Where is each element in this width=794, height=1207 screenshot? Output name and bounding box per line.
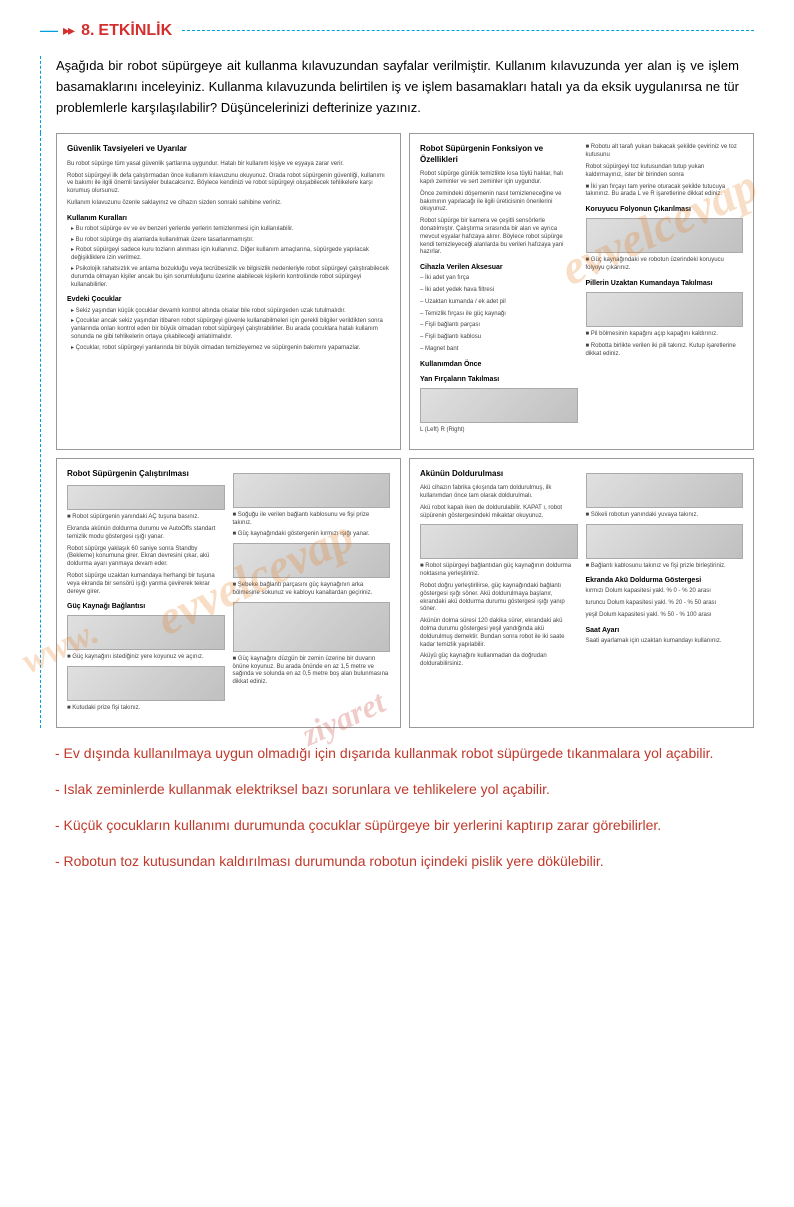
page3-r1: ■ Soğuğu ile verilen bağlantı kablosunu … (233, 512, 391, 528)
page2-a6: – Fişli bağlantı kablosu (420, 334, 578, 342)
page4-h2: Ekranda Akü Doldurma Göstergesi (586, 576, 744, 585)
page4-h3: Saat Ayarı (586, 626, 744, 635)
cable-image-2 (233, 543, 391, 578)
socket-image-2 (586, 524, 744, 559)
page4-p7: Saati ayarlamak için uzaktan kumandayı k… (586, 638, 744, 646)
header-line (182, 30, 754, 31)
page2-r1: ■ Robotu alt tarafı yukarı bakacak şekil… (586, 144, 744, 160)
page2-p2: Önce zemindeki döşemenin nasıl temizlene… (420, 191, 578, 214)
page1-b2: ▸ Bu robot süpürge dış alanlarda kullanı… (71, 237, 390, 245)
activity-number: 8. (81, 22, 94, 40)
page2-h4: Yan Fırçaların Takılması (420, 375, 578, 384)
page3-p5: ■ Güç kaynağını istediğiniz yere koyunuz… (67, 654, 225, 662)
placement-image (233, 602, 391, 652)
manual-page-3: Robot Süpürgenin Çalıştırılması ■ Robot … (56, 458, 401, 728)
page3-p2: Ekranda akünün doldurma durumu ve AutoOf… (67, 526, 225, 542)
page2-h6: Pillerin Uzaktan Kumandaya Takılması (586, 279, 744, 288)
header-arrows-icon: ▸▸ (63, 22, 73, 39)
answer-3: - Küçük çocukların kullanımı durumunda ç… (55, 815, 754, 836)
page2-r6: ■ Robotta birlikte verilen iki pili takı… (586, 343, 744, 359)
page3-p4: Robot süpürge uzaktan kumandaya herhangi… (67, 573, 225, 596)
page3-p1: ■ Robot süpürgenin yanındaki AÇ tuşuna b… (67, 514, 225, 522)
charge-image-1 (420, 524, 578, 559)
page2-a5: – Fişli bağlantı parçası (420, 322, 578, 330)
manual-pages-row-1: Güvenlik Tavsiyeleri ve Uyarılar Bu robo… (56, 133, 754, 449)
page1-h2: Kullanım Kuralları (67, 214, 390, 223)
page1-title: Güvenlik Tavsiyeleri ve Uyarılar (67, 144, 390, 154)
page4-p4: Robot doğru yerleştirilirse, güç kaynağı… (420, 583, 578, 614)
page1-b6: ▸ Çocuklar ancak sekiz yaşından itibaren… (71, 318, 390, 341)
foil-image (586, 218, 744, 253)
page1-b5: ▸ Sekiz yaşından küçük çocuklar devamlı … (71, 308, 390, 316)
page2-h5: Koruyucu Folyonun Çıkarılması (586, 205, 744, 214)
manual-page-1: Güvenlik Tavsiyeleri ve Uyarılar Bu robo… (56, 133, 401, 449)
page4-r2: ■ Bağlantı kablosunu takınız ve fişi pri… (586, 563, 744, 571)
answer-1: - Ev dışında kullanılmaya uygun olmadığı… (55, 743, 754, 764)
page2-a7: – Magnet bant (420, 346, 578, 354)
manual-page-4: Akünün Doldurulması Akü cihazın fabrika … (409, 458, 754, 728)
page1-b4: ▸ Psikolojik rahatsızlık ve anlama bozuk… (71, 266, 390, 289)
page2-a1: – İki adet yan fırça (420, 275, 578, 283)
page3-p3: Robot süpürge yaklaşık 60 saniye sonra S… (67, 546, 225, 569)
power-image-1 (67, 615, 225, 650)
robot-on-image (67, 485, 225, 510)
page3-r2: ■ Güç kaynağındaki göstergenin kırmızı ı… (233, 531, 391, 539)
brush-image (420, 388, 578, 423)
page3-p6: ■ Kutudaki prize fişi takınız. (67, 705, 225, 713)
page2-p3: Robot süpürge bir kamera ve çeşitli sens… (420, 218, 578, 257)
activity-title: ETKİNLİK (98, 22, 172, 40)
page4-title: Akünün Doldurulması (420, 469, 578, 479)
page1-p2: Robot süpürgeyi ilk defa çalıştırmadan ö… (67, 173, 390, 196)
page2-p1: Robot süpürge günlük temizlikte kısa tüy… (420, 171, 578, 187)
power-image-2 (67, 666, 225, 701)
page2-a4: – Temizlik fırçası ile güç kaynağı (420, 311, 578, 319)
page4-p2: Akü robot kapalı iken de doldurulabilir.… (420, 505, 578, 521)
page1-b3: ▸ Robot süpürgeyi sadece kuru tozların a… (71, 247, 390, 263)
page1-h3: Evdeki Çocuklar (67, 295, 390, 304)
page4-p1: Akü cihazın fabrika çıkışında tam doldur… (420, 485, 578, 501)
page4-r1: ■ Sökeli robotun yanındaki yuvaya takını… (586, 512, 744, 520)
page2-r5: ■ Pil bölmesinin kapağını açıp kapağını … (586, 331, 744, 339)
answer-2: - Islak zeminlerde kullanmak elektriksel… (55, 779, 754, 800)
page2-h3: Kullanımdan Önce (420, 360, 578, 369)
page2-a3: – Uzaktan kumanda / ek adet pil (420, 299, 578, 307)
page4-t3: yeşil Dolum kapasitesi yakl. % 50 - % 10… (586, 612, 744, 620)
header-dash: — (40, 20, 58, 41)
page2-a2: – İki adet yedek hava filtresi (420, 287, 578, 295)
activity-header: — ▸▸ 8. ETKİNLİK (40, 20, 754, 41)
page3-r4: ■ Güç kaynağını düzgün bir zemin üzerine… (233, 656, 391, 687)
page2-r3: ■ İki yan fırçayı tam yerine oturacak şe… (586, 184, 744, 200)
intro-paragraph: Aşağıda bir robot süpürgeye ait kullanma… (40, 56, 754, 133)
page1-p3: Kullanım kılavuzunu özenle saklayınız ve… (67, 200, 390, 208)
page4-t2: turuncu Dolum kapasitesi yakl. % 20 - % … (586, 600, 744, 608)
page3-r3: ■ Şebeke bağlantı parçasını güç kaynağın… (233, 582, 391, 598)
socket-image-1 (586, 473, 744, 508)
page4-p3: ■ Robot süpürgeyi bağlantıdan güç kaynağ… (420, 563, 578, 579)
answer-4: - Robotun toz kutusundan kaldırılması du… (55, 851, 754, 872)
manual-container: Güvenlik Tavsiyeleri ve Uyarılar Bu robo… (40, 133, 754, 728)
page4-t1: kırmızı Dolum kapasitesi yakl. % 0 - % 2… (586, 588, 744, 596)
page1-p1: Bu robot süpürge tüm yasal güvenlik şart… (67, 161, 390, 169)
manual-pages-row-2: Robot Süpürgenin Çalıştırılması ■ Robot … (56, 458, 754, 728)
battery-image (586, 292, 744, 327)
answers-section: - Ev dışında kullanılmaya uygun olmadığı… (40, 743, 754, 872)
page2-r4: ■ Güç kaynağındaki ve robotun üzerindeki… (586, 257, 744, 273)
page3-h2: Güç Kaynağı Bağlantısı (67, 602, 225, 611)
page2-labels: L (Left) R (Right) (420, 427, 578, 435)
manual-page-2: Robot Süpürgenin Fonksiyon ve Özellikler… (409, 133, 754, 449)
page3-title: Robot Süpürgenin Çalıştırılması (67, 469, 225, 479)
page2-title: Robot Süpürgenin Fonksiyon ve Özellikler… (420, 144, 578, 165)
page1-b1: ▸ Bu robot süpürge ev ve ev benzeri yerl… (71, 226, 390, 234)
page4-p6: Aküyü güç kaynağını kullanmadan da doğru… (420, 653, 578, 669)
page2-h2: Cihazla Verilen Aksesuar (420, 263, 578, 272)
page1-b7: ▸ Çocuklar, robot süpürgeyi yanlarında b… (71, 345, 390, 353)
cable-image-1 (233, 473, 391, 508)
page2-r2: Robot süpürgeyi toz kutusundan tutup yuk… (586, 164, 744, 180)
page4-p5: Akünün dolma süresi 120 dakika sürer, ek… (420, 618, 578, 649)
